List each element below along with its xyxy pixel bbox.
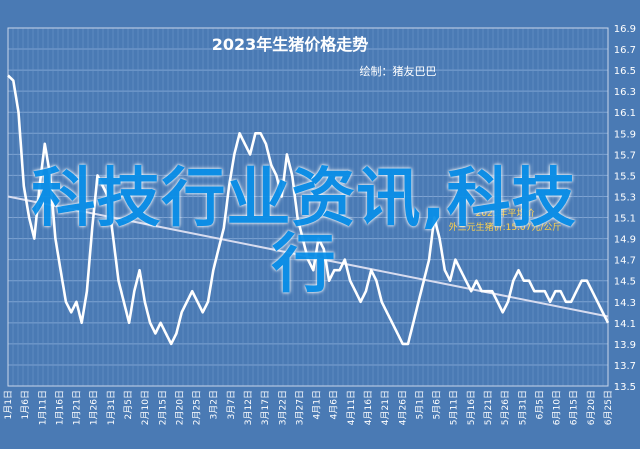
y-tick-label: 15.9 xyxy=(614,129,636,140)
x-tick-label: 6月5日 xyxy=(534,390,545,419)
x-tick-label: 3月17日 xyxy=(260,390,271,425)
x-tick-label: 3月12日 xyxy=(243,390,254,425)
x-tick-label: 1月31日 xyxy=(106,390,117,425)
x-tick-label: 2月5日 xyxy=(123,390,134,419)
y-tick-label: 16.5 xyxy=(614,66,636,77)
x-tick-label: 5月21日 xyxy=(483,390,494,425)
y-tick-label: 14.3 xyxy=(614,298,636,309)
x-tick-label: 4月11日 xyxy=(346,390,357,425)
x-tick-label: 3月7日 xyxy=(226,390,237,419)
y-tick-label: 15.7 xyxy=(614,150,636,161)
y-tick-label: 15.1 xyxy=(614,214,636,225)
y-tick-label: 15.3 xyxy=(614,192,636,203)
y-tick-label: 13.7 xyxy=(614,361,636,372)
x-tick-label: 1月6日 xyxy=(20,390,31,419)
x-tick-label: 5月1日 xyxy=(414,390,425,419)
y-tick-label: 16.1 xyxy=(614,108,636,119)
x-tick-label: 2月20日 xyxy=(174,390,185,425)
x-tick-label: 5月16日 xyxy=(466,390,477,425)
x-tick-label: 1月26日 xyxy=(89,390,100,425)
x-tick-label: 1月11日 xyxy=(37,390,48,425)
annotation-line-1: 2023年平均价 xyxy=(476,207,535,219)
x-axis: 1月1日 1月6日 1月11日 1月16日 1月21日 1月26日 1月31日 2月5日 2月1… xyxy=(3,390,614,425)
x-tick-label: 1月16日 xyxy=(54,390,65,425)
plot-frame xyxy=(7,27,609,387)
y-tick-label: 15.5 xyxy=(614,171,636,182)
annotation-line-2: 外三元生猪价:15.07元/公斤 xyxy=(449,221,562,233)
y-tick-label: 16.9 xyxy=(614,24,636,35)
y-tick-label: 14.7 xyxy=(614,256,636,267)
y-axis: 16.9 16.7 16.5 16.3 16.1 15.9 15.7 15.5 15.3 15.1… xyxy=(614,24,636,393)
price-series-line xyxy=(7,74,610,346)
x-tick-label: 3月2日 xyxy=(209,390,220,419)
x-tick-label: 3月22日 xyxy=(277,390,288,425)
y-tick-label: 16.7 xyxy=(614,45,636,56)
x-tick-label: 5月26日 xyxy=(500,390,511,425)
x-tick-label: 4月21日 xyxy=(380,390,391,425)
x-tick-label: 4月1日 xyxy=(312,390,323,419)
y-tick-label: 14.9 xyxy=(614,235,636,246)
x-tick-label: 2月25日 xyxy=(192,390,203,425)
x-tick-label: 6月15日 xyxy=(569,390,580,425)
y-tick-label: 13.5 xyxy=(614,382,636,393)
x-tick-label: 6月20日 xyxy=(586,390,597,425)
x-tick-label: 2月15日 xyxy=(157,390,168,425)
x-tick-label: 5月6日 xyxy=(432,390,443,419)
series-group xyxy=(7,74,610,346)
x-tick-label: 3月27日 xyxy=(294,390,305,425)
x-tick-label: 6月25日 xyxy=(603,390,614,425)
x-tick-label: 4月16日 xyxy=(363,390,374,425)
y-tick-label: 13.9 xyxy=(614,340,636,351)
y-tick-label: 14.5 xyxy=(614,277,636,288)
chart-title: 2023年生猪价格走势 xyxy=(212,35,369,54)
x-tick-label: 5月31日 xyxy=(517,390,528,425)
x-tick-label: 5月11日 xyxy=(449,390,460,425)
x-tick-label: 1月1日 xyxy=(3,390,14,419)
x-tick-label: 2月10日 xyxy=(140,390,151,425)
x-tick-label: 4月6日 xyxy=(329,390,340,419)
x-tick-label: 1月21日 xyxy=(72,390,83,425)
x-tick-label: 4月26日 xyxy=(397,390,408,425)
chart-subtitle: 绘制：猪友巴巴 xyxy=(360,64,437,78)
x-tick-label: 6月10日 xyxy=(552,390,563,425)
y-tick-label: 16.3 xyxy=(614,87,636,98)
y-tick-label: 14.1 xyxy=(614,319,636,330)
grid xyxy=(7,27,609,387)
